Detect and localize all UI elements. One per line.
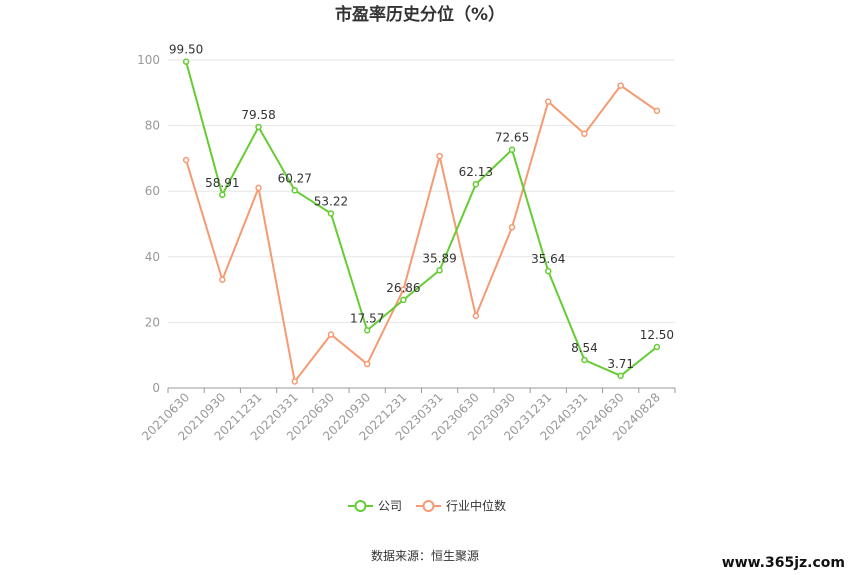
legend-item-industry-median[interactable]: 行业中位数 xyxy=(416,498,506,513)
data-point xyxy=(472,180,480,188)
y-tick-label: 100 xyxy=(137,53,160,67)
y-tick-label: 40 xyxy=(145,250,160,264)
data-point xyxy=(291,187,298,194)
data-label: 35.64 xyxy=(531,252,565,266)
data-label: 35.89 xyxy=(422,251,456,265)
data-point xyxy=(255,123,262,131)
source-note: 数据来源：恒生聚源 xyxy=(371,548,479,563)
data-point xyxy=(255,184,262,192)
data-point xyxy=(182,156,190,164)
data-point xyxy=(291,378,298,385)
data-label: 26.86 xyxy=(386,281,420,295)
data-point xyxy=(472,312,480,320)
data-point xyxy=(327,331,335,338)
data-point xyxy=(219,191,226,199)
data-point xyxy=(508,224,516,231)
series-line-industry-median xyxy=(185,84,658,383)
data-point xyxy=(581,130,588,138)
legend-label: 行业中位数 xyxy=(446,498,506,513)
data-label: 62.13 xyxy=(459,165,493,179)
data-label: 8.54 xyxy=(571,341,598,355)
data-label: 12.50 xyxy=(640,328,674,342)
legend-swatch-marker xyxy=(354,500,367,512)
data-point xyxy=(653,107,661,115)
data-label: 3.71 xyxy=(607,357,634,371)
data-label: 79.58 xyxy=(241,108,275,122)
watermark: www.365jz.com xyxy=(722,555,845,571)
data-point xyxy=(363,360,371,368)
y-tick-label: 60 xyxy=(145,184,160,198)
y-axis: 0 20 40 60 80 100 xyxy=(137,53,160,395)
y-tick-label: 20 xyxy=(145,315,160,329)
series-layer xyxy=(182,58,661,385)
data-label: 53.22 xyxy=(314,194,348,208)
chart-title: 市盈率历史分位（%） xyxy=(335,4,505,25)
data-point xyxy=(436,267,443,274)
y-tick-label: 80 xyxy=(145,119,160,133)
legend-swatch-marker xyxy=(422,500,435,512)
data-point xyxy=(545,98,552,105)
legend[interactable]: 公司 行业中位数 xyxy=(348,498,506,513)
grid xyxy=(168,59,675,323)
legend-item-company[interactable]: 公司 xyxy=(348,499,402,513)
series-line-company xyxy=(185,61,658,377)
data-point xyxy=(400,286,407,293)
data-point xyxy=(436,152,443,160)
data-point xyxy=(219,276,226,284)
data-label: 17.57 xyxy=(350,311,384,325)
data-point xyxy=(508,146,516,153)
legend-label: 公司 xyxy=(378,499,402,513)
data-point xyxy=(581,356,588,364)
x-axis: 2021063020210930202112312022033120220630… xyxy=(139,387,676,443)
y-tick-label: 0 xyxy=(152,381,160,395)
data-point xyxy=(617,82,624,89)
data-point xyxy=(653,343,661,351)
data-point xyxy=(363,327,371,334)
data-label: 58.91 xyxy=(205,176,239,190)
data-point xyxy=(545,267,552,275)
data-point xyxy=(400,296,407,304)
data-point xyxy=(327,210,335,217)
data-point xyxy=(182,58,190,65)
data-label: 99.50 xyxy=(169,43,203,57)
data-label: 60.27 xyxy=(278,171,312,185)
data-point xyxy=(617,372,624,380)
data-label: 72.65 xyxy=(495,131,529,145)
